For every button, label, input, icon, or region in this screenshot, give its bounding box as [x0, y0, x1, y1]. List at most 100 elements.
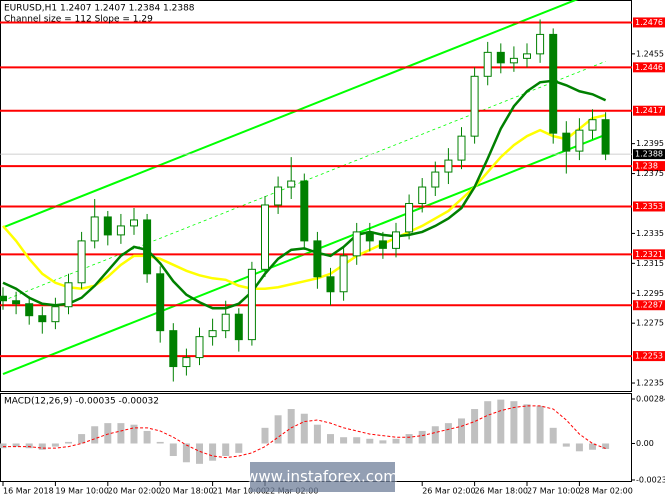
- candle-body: [549, 33, 558, 134]
- macd-bar: [392, 438, 400, 444]
- macd-bar: [78, 434, 86, 444]
- chart-title: EURUSD,H1 1.2407 1.2407 1.2384 1.2388: [4, 4, 195, 14]
- level-label-box: [633, 351, 665, 362]
- macd-bar: [12, 443, 20, 447]
- level-label-box: [633, 201, 665, 212]
- candle-body: [536, 33, 545, 55]
- macd-bar: [523, 404, 531, 444]
- level-label-box: [633, 249, 665, 260]
- candle-body: [470, 75, 479, 137]
- macd-bar: [25, 443, 33, 449]
- macd-bar: [209, 443, 217, 461]
- y-tick-label: 1.2395: [636, 139, 664, 148]
- candle-body: [156, 273, 165, 332]
- y-tick-label: 1.2275: [636, 319, 664, 328]
- level-label: 1.2287: [635, 301, 663, 310]
- candle-body: [509, 57, 518, 64]
- candle-body: [405, 202, 414, 233]
- candle-body: [392, 231, 400, 249]
- level-label: 1.2446: [635, 63, 663, 72]
- macd-bar: [353, 437, 361, 444]
- candle-body: [247, 268, 256, 341]
- candle-body: [51, 306, 60, 323]
- macd-bar: [91, 426, 99, 444]
- candle-body: [313, 240, 322, 278]
- macd-bar: [458, 418, 465, 444]
- macd-bar: [497, 399, 505, 444]
- candle-body: [169, 330, 178, 368]
- macd-bar: [340, 437, 348, 444]
- macd-bar: [379, 440, 387, 444]
- macd-bar: [300, 413, 308, 444]
- candle-body: [365, 231, 374, 242]
- candle-body: [418, 186, 427, 204]
- y-tick-label: 1.2455: [636, 49, 664, 58]
- macd-bar: [562, 443, 570, 447]
- macd-bar: [143, 430, 151, 444]
- y-tick-label: 1.2235: [636, 379, 664, 388]
- macd-bar: [287, 409, 295, 444]
- candle-body: [274, 186, 283, 206]
- macd-bar: [510, 401, 518, 444]
- candle-body: [444, 159, 453, 173]
- watermark: www.instaforex.com: [246, 468, 398, 486]
- channel-line: [2, 0, 579, 229]
- x-tick-label: 27 Mar 10:00: [527, 487, 580, 496]
- macd-bar: [130, 424, 138, 444]
- candle-body: [575, 129, 584, 152]
- candle-body: [182, 357, 191, 368]
- candle-body: [195, 336, 204, 359]
- x-tick-label: 20 Mar 18:00: [160, 487, 213, 496]
- macd-bar: [196, 443, 203, 464]
- macd-bar: [65, 441, 72, 444]
- macd-bar: [104, 423, 112, 444]
- level-label: 1.2353: [635, 202, 663, 211]
- macd-bar: [418, 430, 426, 444]
- x-tick-label: 26 Mar 02:00: [422, 487, 475, 496]
- candle-body: [261, 204, 269, 270]
- macd-signal: [3, 405, 606, 459]
- macd-bar: [117, 423, 125, 444]
- macd-bar: [169, 443, 177, 457]
- chart-subtitle: Channel size = 112 Slope = 1.29: [4, 15, 153, 25]
- y-tick-label: 1.2315: [636, 259, 664, 268]
- macd-plot: [0, 399, 610, 464]
- x-tick-label: 19 Mar 10:00: [55, 487, 108, 496]
- macd-bar: [327, 434, 334, 444]
- macd-y-tick-label: 0.00: [636, 439, 654, 448]
- candle-body: [208, 330, 217, 338]
- candle-body: [588, 119, 597, 131]
- level-label-box: [633, 17, 665, 28]
- current-price-box: [633, 149, 665, 160]
- macd-y-tick-label: -0.00233: [636, 475, 665, 484]
- level-label: 1.238: [635, 162, 658, 171]
- candle-body: [601, 119, 610, 155]
- macd-bar: [602, 443, 610, 449]
- candle-body: [326, 276, 335, 293]
- candle-body: [25, 303, 34, 317]
- macd-bar: [313, 424, 321, 444]
- macd-bar: [444, 423, 452, 444]
- candle-body: [300, 180, 309, 242]
- macd-bar: [589, 443, 596, 450]
- candle-body: [143, 219, 152, 275]
- candle-body: [378, 240, 387, 249]
- candle-body: [221, 313, 230, 332]
- candle-body: [287, 180, 296, 188]
- candle-body: [457, 135, 466, 161]
- macd-bar: [156, 441, 164, 444]
- y-tick-label: 1.2295: [636, 289, 664, 298]
- macd-bar: [235, 443, 243, 453]
- macd-bar: [431, 426, 439, 444]
- candle-body: [234, 313, 243, 341]
- candle-body: [562, 132, 571, 152]
- axes: 1.2476 1.2446 1.2417 1.238 1.2353 1.2321 1.228…: [2, 17, 665, 496]
- candle-body: [12, 300, 21, 305]
- candle-body: [431, 171, 440, 188]
- level-label: 1.2476: [635, 18, 663, 27]
- current-price-label: 1.2388: [635, 150, 663, 159]
- y-tick-label: 1.2335: [636, 229, 664, 238]
- macd-bar: [536, 405, 544, 444]
- macd-bar: [575, 443, 583, 452]
